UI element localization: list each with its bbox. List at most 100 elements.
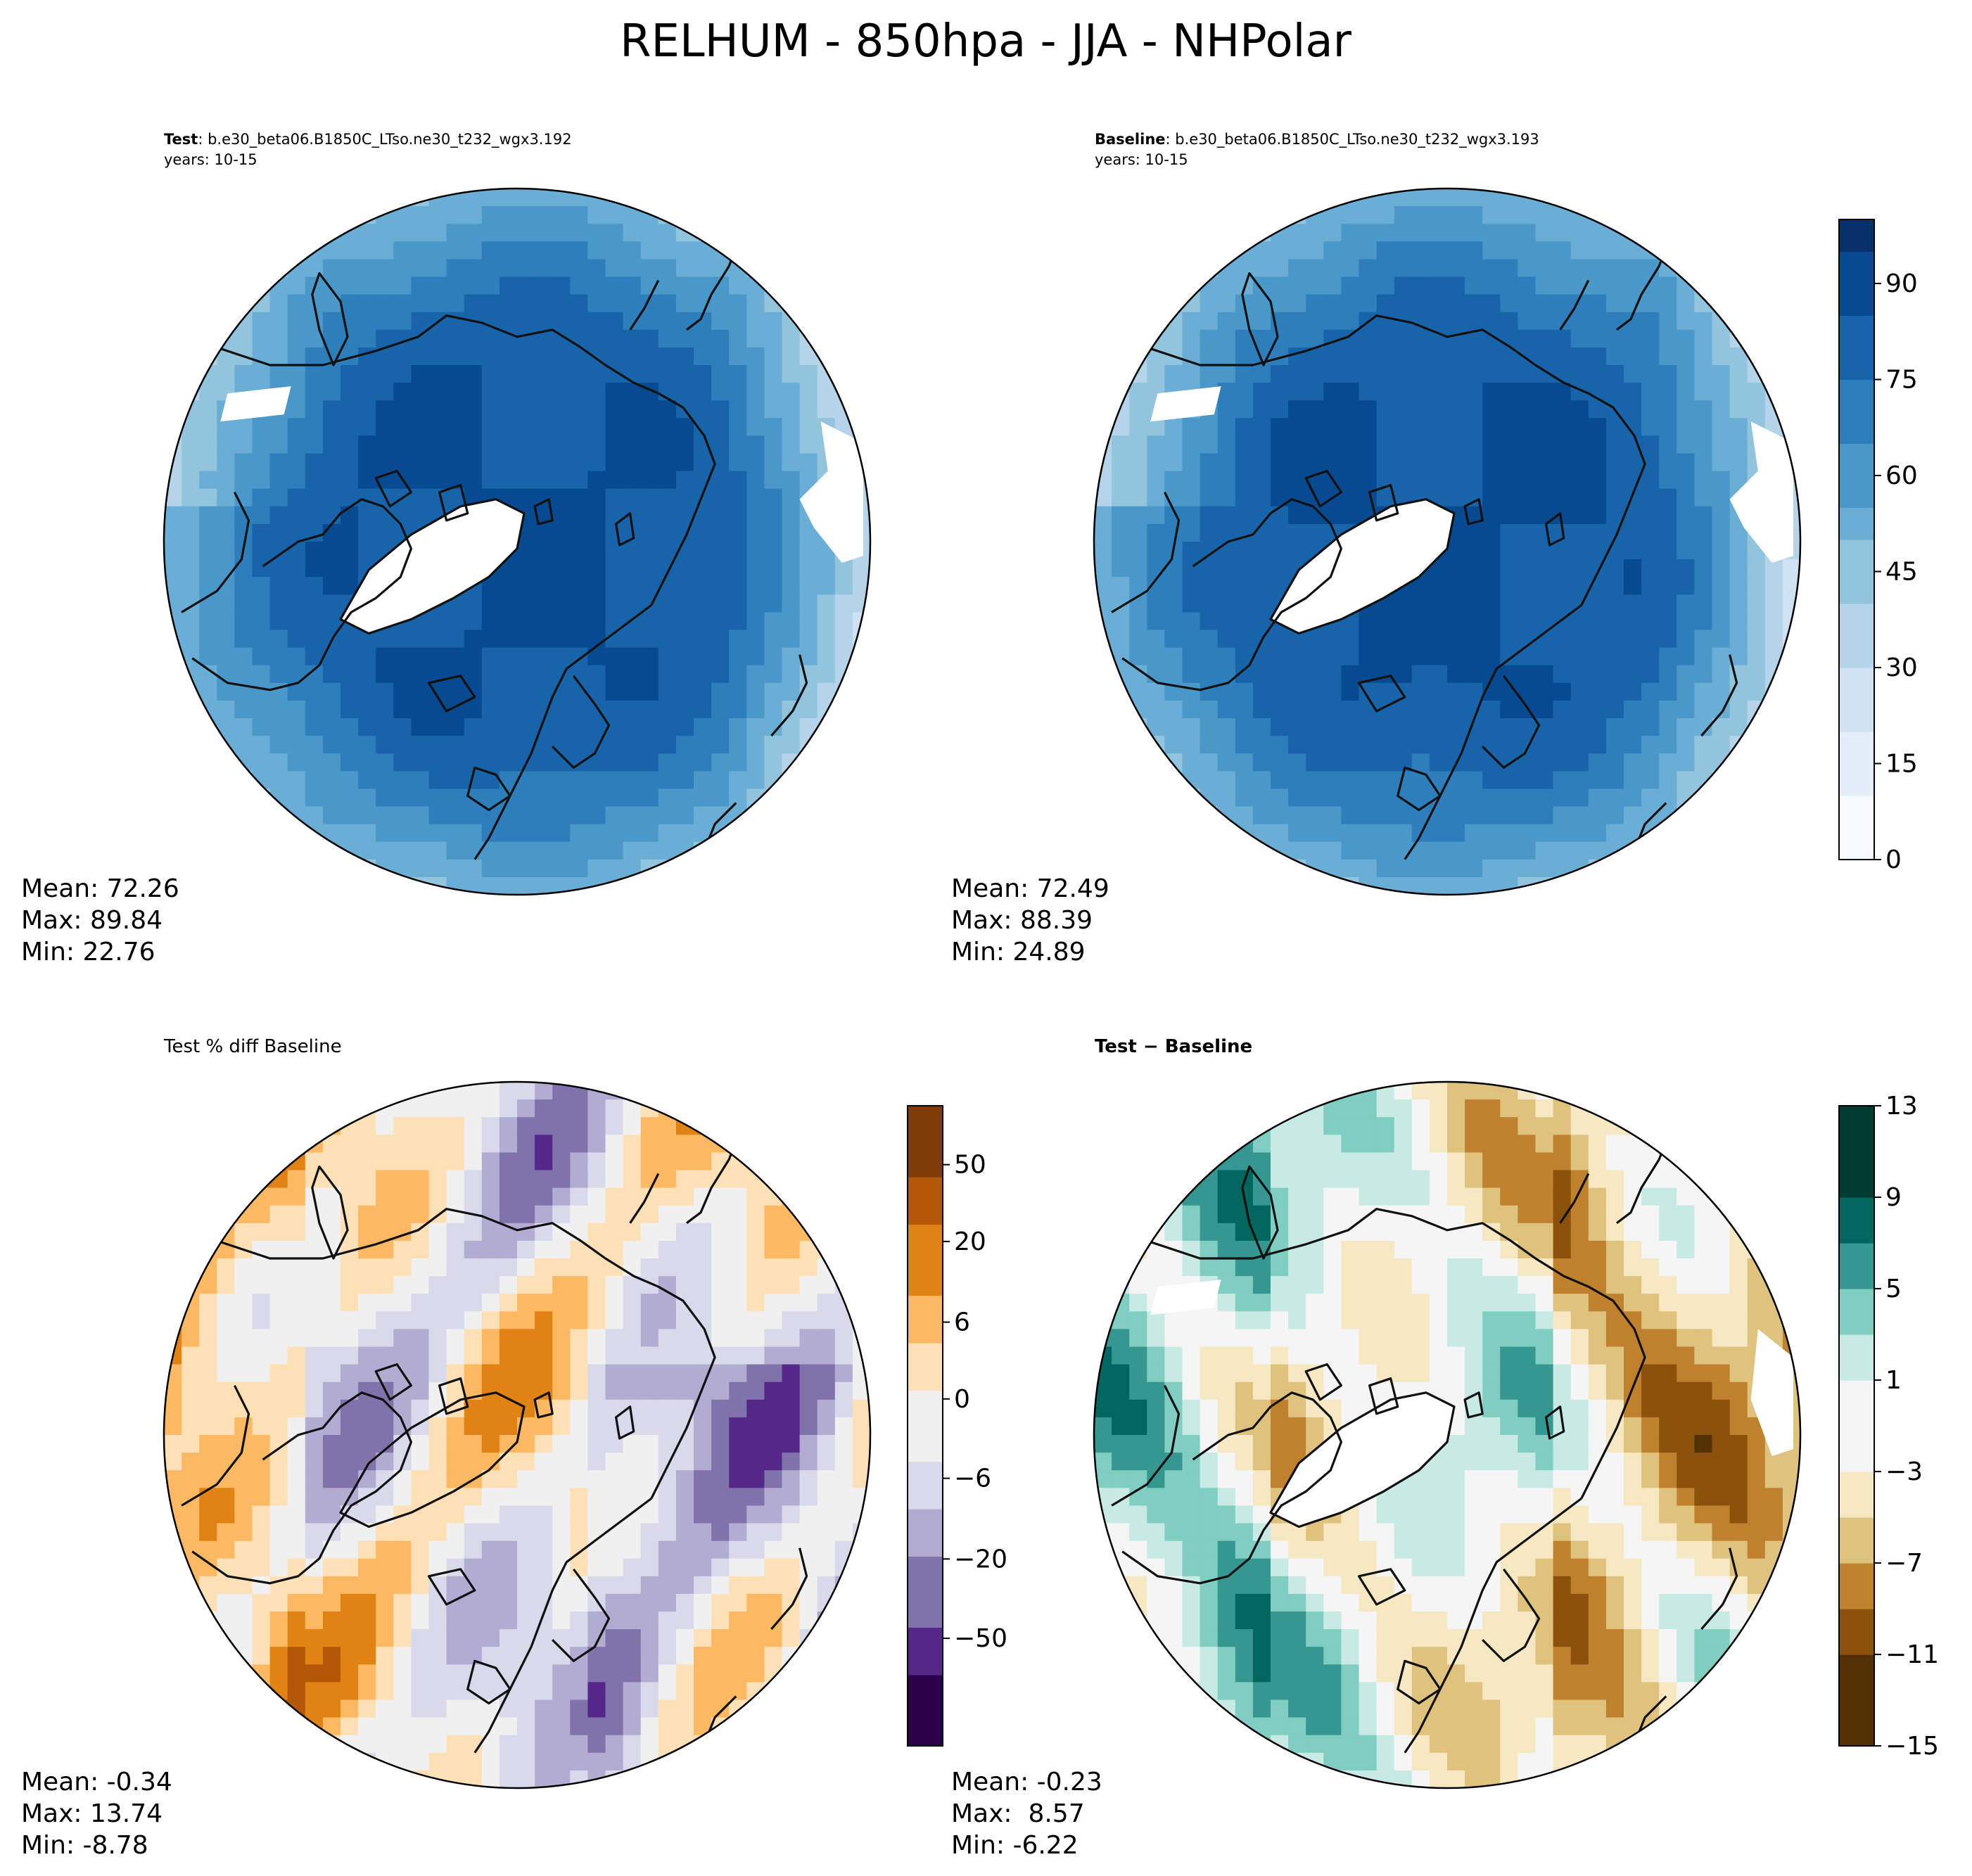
field-cell [1252,1276,1271,1294]
field-cell [1147,1399,1165,1418]
field-cell [799,1399,818,1418]
field-cell [1535,700,1554,719]
field-cell [1306,1170,1324,1189]
field-cell [570,876,588,895]
field-cell [1465,1364,1483,1383]
field-cell [1500,1187,1518,1206]
field-cell [658,824,677,843]
field-cell [1694,488,1713,507]
field-cell [446,1311,465,1329]
field-cell [1341,259,1360,278]
field-cell [1429,1187,1448,1206]
field-cell [1235,347,1254,366]
field-cell [411,1117,430,1135]
field-cell [587,1453,606,1471]
field-cell [1341,1294,1360,1312]
field-cell [1235,1576,1254,1595]
field-cell [1588,859,1607,878]
field-cell [605,276,624,295]
field-cell [658,1699,677,1718]
field-cell [464,1346,483,1365]
field-cell [1429,1576,1448,1595]
field-cell [1429,1629,1448,1647]
field-cell [1147,453,1165,472]
field-cell [605,294,624,313]
field-cell [1147,1593,1165,1612]
field-cell [1252,1311,1271,1329]
field-cell [1376,1099,1395,1118]
field-cell [1465,1664,1483,1683]
field-cell [675,1593,694,1612]
field-cell [535,347,553,366]
field-cell [1535,329,1554,348]
field-cell [322,594,341,613]
field-cell [1235,1399,1254,1418]
field-cell [1252,682,1271,701]
field-cell [1164,1364,1183,1383]
field-cell [1306,206,1324,224]
field-cell [1500,1152,1518,1171]
field-cell [393,1399,412,1418]
field-cell [199,418,217,436]
field-cell [428,329,447,348]
field-cell [1677,400,1695,419]
field-cell [1376,1558,1395,1577]
coastline [374,470,412,508]
field-cell [552,1664,571,1683]
field-cell [535,594,553,613]
field-cell [1411,294,1430,313]
field-cell [252,1276,271,1294]
field-cell [1376,1205,1395,1224]
field-cell [746,365,765,383]
field-cell [341,365,359,383]
field-cell [393,1135,412,1153]
field-cell [1518,453,1537,472]
field-cell [1394,347,1413,366]
field-cell [517,1505,535,1524]
field-cell [517,1576,535,1595]
field-cell [1288,1647,1306,1665]
field-cell [1500,1399,1518,1418]
field-cell [711,612,730,631]
field-cell [287,594,306,613]
field-cell [675,841,694,860]
field-cell [322,418,341,436]
field-cell [1641,365,1660,383]
field-cell [1429,294,1448,313]
field-cell [1500,1135,1518,1153]
field-cell [1553,294,1572,313]
field-cell [834,1346,853,1365]
field-cell [305,435,324,454]
field-cell [675,365,694,383]
field-cell [1482,1470,1501,1488]
field-cell [446,1453,465,1471]
field-cell [446,1558,465,1577]
field-cell [764,1435,783,1453]
field-cell [1482,647,1501,666]
field-cell [711,542,730,560]
field-cell [1182,1311,1201,1329]
field-cell [1535,1170,1554,1189]
field-cell [817,665,836,684]
field-cell [746,1170,765,1189]
field-cell [675,1311,694,1329]
field-cell [675,736,694,754]
field-cell [1447,365,1465,383]
field-cell [446,1082,465,1100]
field-cell [393,224,412,242]
greenland-coast [339,1391,526,1529]
field-cell [675,1717,694,1736]
field-cell [481,1346,500,1365]
field-cell [675,1470,694,1488]
field-cell [570,241,588,260]
field-cell [1518,383,1537,401]
field-cell [552,1382,571,1400]
field-cell [269,312,288,331]
field-cell [1747,612,1766,631]
field-cell [1588,665,1607,684]
field-cell [535,1540,553,1559]
field-cell [1411,630,1430,649]
field-cell [782,1470,801,1488]
field-cell [1359,1523,1378,1542]
field-cell [605,771,624,789]
